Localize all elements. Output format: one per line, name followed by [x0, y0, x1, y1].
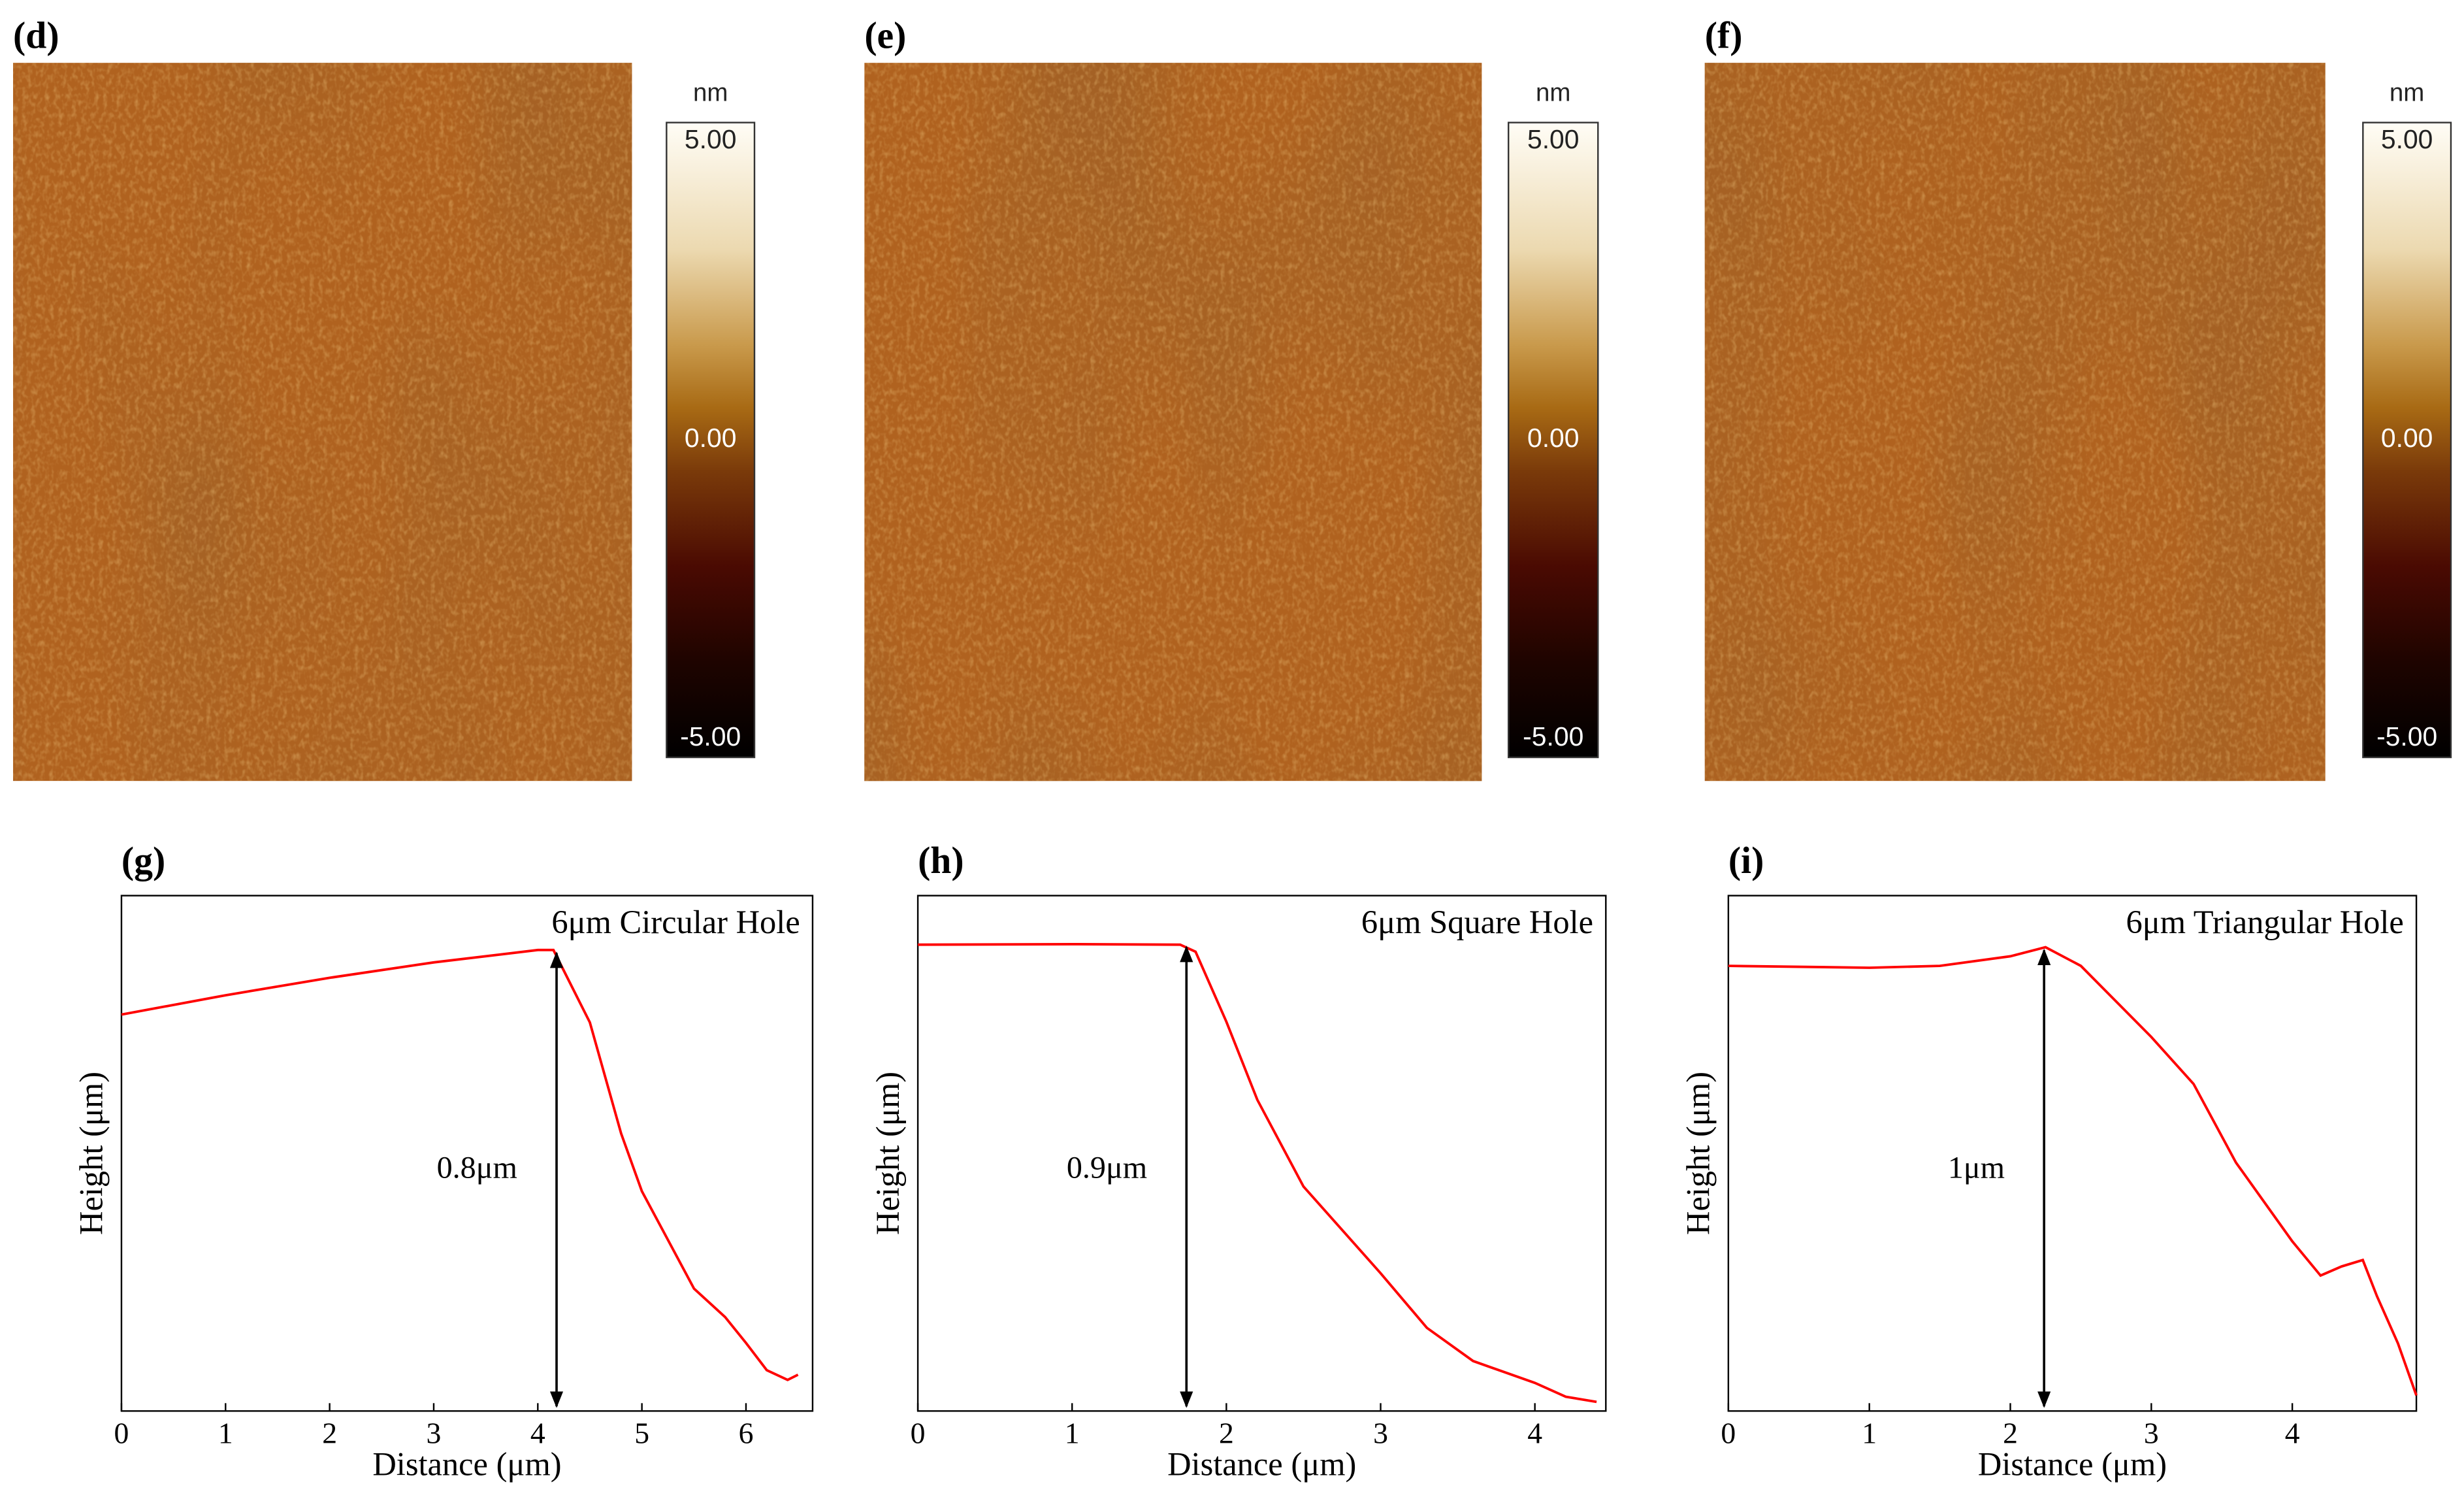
- x-axis-label: Distance (μm): [1978, 1446, 2167, 1483]
- x-tick-label: 4: [1527, 1416, 1542, 1449]
- x-tick-label: 2: [2003, 1416, 2018, 1449]
- y-axis-label: Height (μm): [73, 1072, 110, 1235]
- x-tick-label: 6: [739, 1416, 754, 1449]
- annotation: 6μm Triangular Hole: [2126, 904, 2404, 940]
- profile-line: [1728, 946, 2418, 1396]
- x-tick-label: 4: [530, 1416, 545, 1449]
- plot-frame: [916, 895, 1607, 1412]
- colorbar-tick-label: -5.00: [680, 721, 741, 751]
- afm-texture: [1704, 63, 2326, 782]
- colorbar-unit: nm: [2390, 78, 2424, 107]
- plot-frame: [120, 895, 814, 1412]
- colorbar-tick-label: 5.00: [685, 124, 737, 154]
- measure-label: 1μm: [1948, 1150, 2005, 1185]
- x-tick-label: 0: [1721, 1416, 1736, 1449]
- colorbar-tick-label: 0.00: [685, 423, 737, 453]
- x-axis-label: Distance (μm): [372, 1446, 561, 1483]
- colorbar: [1508, 122, 1599, 759]
- plot-frame: [1727, 895, 2418, 1412]
- measure-label: 0.8μm: [437, 1150, 517, 1185]
- colorbar: [666, 122, 756, 759]
- x-tick-label: 3: [1373, 1416, 1388, 1449]
- x-tick-label: 5: [634, 1416, 649, 1449]
- panel-label: (g): [122, 840, 165, 881]
- x-tick-label: 3: [427, 1416, 442, 1449]
- colorbar-unit: nm: [693, 78, 728, 107]
- x-tick-label: 2: [322, 1416, 337, 1449]
- panel-label: (e): [864, 15, 906, 56]
- y-axis-label: Height (μm): [869, 1072, 906, 1235]
- x-axis-label: Distance (μm): [1167, 1446, 1356, 1483]
- y-axis-label: Height (μm): [1680, 1072, 1717, 1235]
- colorbar: [2362, 122, 2452, 759]
- x-tick-label: 0: [911, 1416, 926, 1449]
- x-tick-label: 1: [218, 1416, 233, 1449]
- colorbar-tick-label: -5.00: [2376, 721, 2437, 751]
- x-tick-label: 3: [2144, 1416, 2159, 1449]
- colorbar-tick-label: -5.00: [1523, 721, 1583, 751]
- colorbar-unit: nm: [1536, 78, 1570, 107]
- measure-label: 0.9μm: [1067, 1150, 1147, 1185]
- colorbar-tick-label: 5.00: [2381, 124, 2433, 154]
- colorbar-tick-label: 0.00: [2381, 423, 2433, 453]
- x-tick-label: 1: [1065, 1416, 1080, 1449]
- panel-label: (f): [1705, 15, 1743, 56]
- x-tick-label: 4: [2285, 1416, 2300, 1449]
- afm-texture: [864, 63, 1482, 782]
- annotation: 6μm Circular Hole: [551, 904, 800, 940]
- colorbar-tick-label: 0.00: [1527, 423, 1580, 453]
- colorbar-tick-label: 5.00: [1527, 124, 1580, 154]
- panel-label: (h): [918, 840, 964, 881]
- annotation: 6μm Square Hole: [1361, 904, 1593, 940]
- afm-texture: [13, 63, 632, 782]
- profile-line: [918, 943, 1597, 1404]
- x-tick-label: 2: [1219, 1416, 1234, 1449]
- panel-label: (d): [13, 15, 59, 56]
- profile-line: [121, 948, 799, 1381]
- panel-label: (i): [1728, 840, 1764, 881]
- x-tick-label: 1: [1862, 1416, 1877, 1449]
- x-tick-label: 0: [114, 1416, 129, 1449]
